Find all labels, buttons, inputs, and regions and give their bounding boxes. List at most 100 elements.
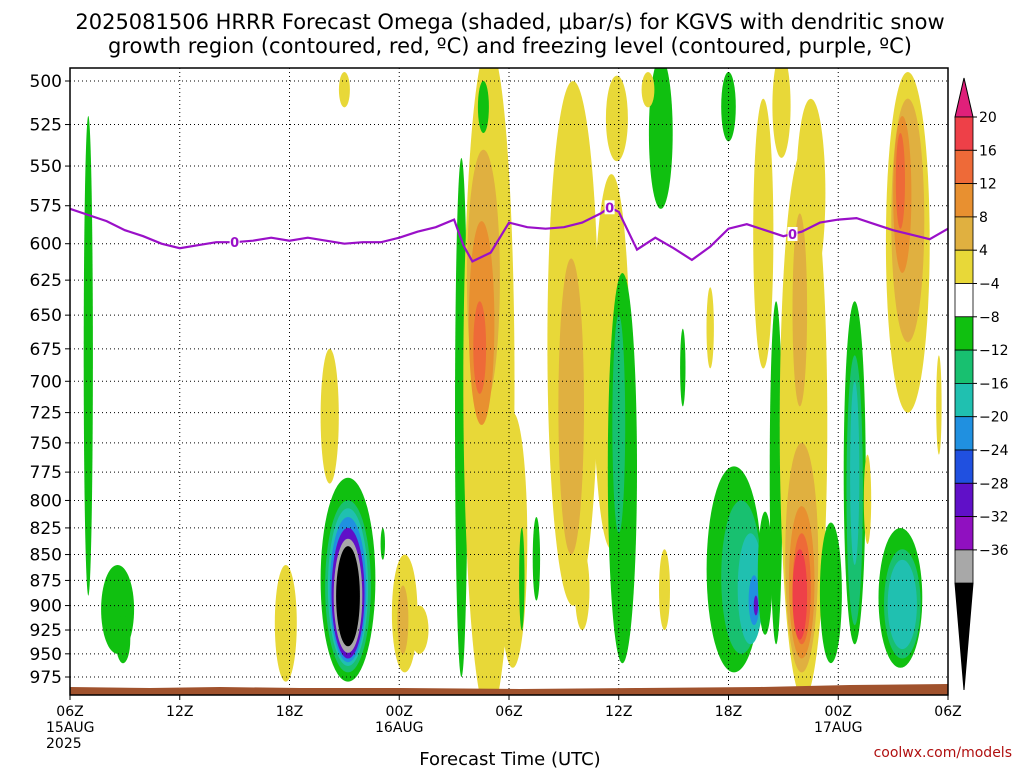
colorbar-label: −28 — [979, 476, 1009, 492]
x-tick-label: 06Z — [495, 704, 522, 720]
y-tick-label: 850 — [30, 546, 62, 566]
x-tick-label: 12Z — [166, 704, 193, 720]
y-tick-label: 925 — [30, 621, 62, 641]
y-tick-label: 750 — [30, 434, 62, 454]
y-tick-label: 725 — [30, 404, 62, 424]
chart-title-line-2: growth region (contoured, red, ºC) and f… — [108, 34, 912, 58]
colorbar-label: −32 — [979, 510, 1009, 526]
colorbar-label: 20 — [979, 110, 997, 126]
colorbar-label: −16 — [979, 376, 1009, 392]
y-tick-label: 900 — [30, 597, 62, 617]
omega-region-pos4 — [320, 348, 339, 484]
freezing-level-contour: 0 0 0 — [69, 200, 949, 263]
colorbar-label: −8 — [979, 310, 1000, 326]
colorbar-bin — [954, 482, 974, 517]
x-tick-label: 15AUG — [46, 720, 95, 736]
omega-region-neg36 — [336, 546, 360, 647]
colorbar-bin — [954, 183, 974, 218]
omega-region-neg12 — [850, 381, 860, 565]
colorbar-bin — [954, 516, 974, 551]
colorbar-label: −24 — [979, 443, 1009, 459]
freezing-label-bg — [229, 235, 240, 250]
omega-region-pos4 — [641, 72, 655, 108]
omega-region-pos4 — [605, 75, 628, 162]
omega-region-neg4 — [380, 528, 385, 560]
freezing-level-label: 0 — [788, 228, 797, 243]
x-tick-label: 00Z — [825, 704, 852, 720]
colorbar-bin — [954, 249, 974, 284]
omega-region-pos16 — [473, 301, 487, 394]
y-tick-label: 700 — [30, 372, 62, 392]
x-tick-label: 18Z — [276, 704, 303, 720]
colorbar-bin — [954, 316, 974, 351]
omega-region-neg4 — [477, 81, 489, 133]
omega-region-neg4 — [519, 527, 525, 631]
colorbar-bottom-arrow — [954, 582, 974, 691]
omega-region-neg4 — [769, 301, 783, 645]
omega-region-neg12 — [887, 559, 917, 650]
y-axis-pressure: 500 525 550 575 600 625 650 675 700 725 750 775 800 8… — [30, 72, 70, 688]
colorbar-bin — [954, 416, 974, 451]
y-tick-label: 950 — [30, 645, 62, 665]
y-tick-label: 500 — [30, 72, 62, 92]
y-tick-label: 975 — [30, 668, 62, 688]
y-tick-label: 625 — [30, 271, 62, 291]
colorbar-bin — [954, 216, 974, 251]
y-tick-label: 650 — [30, 306, 62, 326]
omega-region-neg4 — [532, 517, 541, 601]
x-tick-label: 06Z — [934, 704, 961, 720]
freezing-level-label: 0 — [605, 201, 614, 216]
y-tick-label: 550 — [30, 157, 62, 177]
colorbar-bin — [954, 116, 974, 151]
x-tick-label: 16AUG — [375, 720, 424, 736]
omega-region-neg4 — [757, 511, 773, 635]
omega-region-neg4 — [648, 68, 673, 209]
colorbar-label: −20 — [979, 410, 1009, 426]
plot-area — [83, 68, 942, 695]
freezing-label-bg — [604, 200, 615, 215]
omega-region-pos16 — [895, 133, 906, 229]
freezing-level-label: 0 — [230, 236, 239, 251]
omega-region-pos4 — [936, 355, 942, 455]
x-tick-label: 17AUG — [814, 720, 863, 736]
y-tick-label: 875 — [30, 571, 62, 591]
ground-strip — [70, 684, 948, 695]
x-tick-label: 2025 — [46, 736, 82, 752]
colorbar-label: 16 — [979, 143, 997, 159]
omega-region-neg24 — [753, 595, 759, 616]
omega-region-pos4 — [574, 549, 590, 631]
omega-region-pos4 — [772, 68, 791, 158]
omega-region-neg4 — [680, 328, 686, 407]
x-tick-label: 06Z — [56, 704, 83, 720]
grid-lines — [70, 68, 948, 695]
omega-region-neg4 — [819, 522, 842, 664]
omega-region-neg4 — [115, 615, 131, 664]
colorbar-label: −4 — [979, 277, 1000, 293]
colorbar-bin — [954, 283, 974, 318]
x-tick-label: 00Z — [386, 704, 413, 720]
colorbar-label: 4 — [979, 243, 988, 259]
colorbar-top-arrow — [954, 77, 974, 118]
colorbar-label: −36 — [979, 543, 1009, 559]
colorbar-label: −12 — [979, 343, 1009, 359]
omega-region-pos4 — [338, 72, 350, 108]
chart-title-line-1: 2025081506 HRRR Forecast Omega (shaded, … — [75, 10, 944, 34]
colorbar-label: 12 — [979, 177, 997, 193]
omega-region-pos4 — [410, 605, 429, 654]
x-axis-title: Forecast Time (UTC) — [419, 749, 600, 768]
y-tick-label: 775 — [30, 463, 62, 483]
omega-region-pos4 — [706, 287, 714, 369]
omega-region-neg4 — [721, 72, 736, 142]
source-credit: coolwx.com/models — [874, 745, 1012, 761]
colorbar-bin — [954, 549, 974, 584]
y-tick-label: 800 — [30, 491, 62, 511]
colorbar-bin — [954, 149, 974, 185]
omega-region-pos8 — [792, 213, 808, 407]
y-tick-label: 600 — [30, 235, 62, 255]
x-tick-label: 12Z — [605, 704, 632, 720]
y-tick-label: 525 — [30, 116, 62, 136]
omega-region-pos4 — [659, 549, 670, 631]
freezing-label-bg — [787, 226, 798, 241]
omega-region-pos4 — [863, 454, 872, 544]
